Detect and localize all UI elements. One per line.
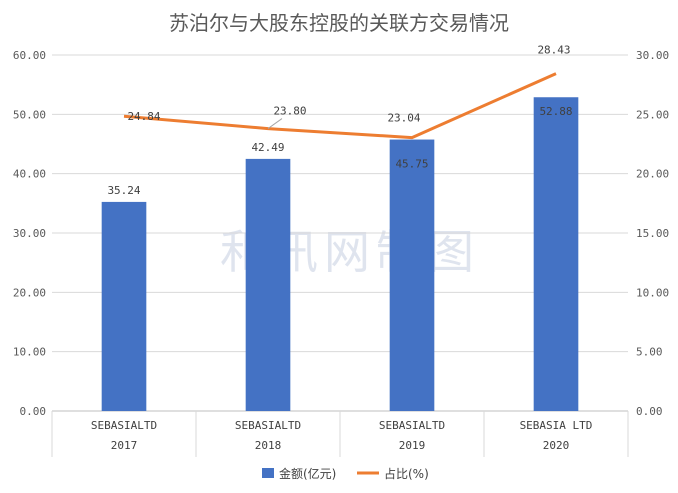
- y-left-tick-label: 60.00: [13, 49, 46, 62]
- series-line: [123, 72, 557, 140]
- x-tick-label: SEBASIA LTD: [520, 419, 593, 432]
- bar: [101, 201, 147, 411]
- y-right-tick-label: 10.00: [636, 286, 669, 299]
- y-right-tick-label: 0.00: [636, 405, 663, 418]
- x-tick-label: 2017: [111, 439, 138, 452]
- y-left-tick-label: 30.00: [13, 227, 46, 240]
- bar: [389, 139, 435, 412]
- y-left-tick-label: 20.00: [13, 286, 46, 299]
- bar-data-label: 35.24: [107, 184, 140, 197]
- y-right-tick-label: 5.00: [636, 346, 663, 359]
- x-tick-label: 2018: [255, 439, 282, 452]
- x-tick-label: 2019: [399, 439, 426, 452]
- bar: [533, 97, 579, 411]
- y-left-tick-label: 50.00: [13, 108, 46, 121]
- bar-data-label: 45.75: [395, 158, 428, 171]
- y-right-tick-label: 25.00: [636, 108, 669, 121]
- legend-swatch-bar: [262, 468, 274, 478]
- bar-data-label: 42.49: [251, 141, 284, 154]
- line-data-label: 28.43: [537, 44, 570, 57]
- x-tick-label: SEBASIALTD: [235, 419, 301, 432]
- x-tick-label: SEBASIALTD: [91, 419, 157, 432]
- line-data-label: 23.80: [273, 105, 306, 118]
- y-left-tick-label: 10.00: [13, 346, 46, 359]
- y-right-tick-label: 20.00: [636, 168, 669, 181]
- y-right-tick-label: 30.00: [636, 49, 669, 62]
- y-left-tick-label: 40.00: [13, 168, 46, 181]
- bar: [245, 158, 291, 411]
- legend-label: 金额(亿元): [279, 466, 336, 481]
- data-label-leader: [267, 118, 283, 129]
- y-right-tick-label: 15.00: [636, 227, 669, 240]
- x-tick-label: SEBASIALTD: [379, 419, 445, 432]
- line-data-label: 24.84: [127, 110, 160, 123]
- y-left-tick-label: 0.00: [20, 405, 47, 418]
- line-data-label: 23.04: [387, 112, 420, 125]
- chart-title: 苏泊尔与大股东控股的关联方交易情况: [169, 11, 509, 35]
- legend-label: 占比(%): [384, 466, 429, 481]
- x-tick-label: 2020: [543, 439, 570, 452]
- bar-data-label: 52.88: [539, 105, 572, 118]
